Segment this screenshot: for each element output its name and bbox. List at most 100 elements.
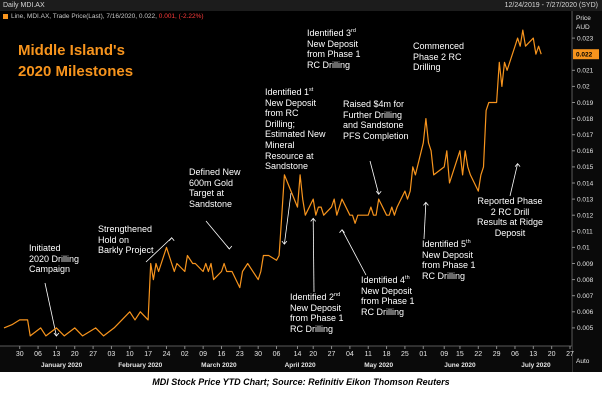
- y-axis-auto-label: Auto: [576, 358, 590, 365]
- chart-plot: 0.005 0.006 0.007 0.008 0.009 0.01 0.011 0.012 0…: [0, 11, 599, 372]
- annotation-line: Sandstone: [189, 198, 233, 209]
- y-tick-label: 0.007: [577, 293, 594, 300]
- x-tick-label: 27: [566, 351, 574, 358]
- annotation-line: Identified 5th: [422, 239, 476, 250]
- x-tick-label: 27: [89, 351, 97, 358]
- price-series-line: [3, 29, 542, 337]
- annotation-line: 2020 Drilling: [29, 253, 80, 264]
- annotation-leader-line: [341, 229, 367, 276]
- x-axis-panel: [0, 346, 572, 372]
- annotation-leader-line: [283, 192, 292, 245]
- x-tick-label: 09: [199, 351, 207, 358]
- annotation-raised-funds: Raised $4m for Further Drilling and Sand…: [343, 99, 409, 141]
- stock-chart: 0.005 0.006 0.007 0.008 0.009 0.01 0.011 0.012 0…: [0, 0, 602, 372]
- annotation-line: RC Drilling: [290, 323, 334, 334]
- x-tick-label: 06: [511, 351, 519, 358]
- x-tick-label: 11: [365, 351, 372, 358]
- x-tick-label: 01: [419, 351, 427, 358]
- x-tick-label: 20: [71, 351, 79, 358]
- x-month-label: April 2020: [285, 362, 316, 369]
- y-axis-title-price: Price: [576, 15, 591, 22]
- y-tick-label: 0.01: [577, 245, 590, 252]
- annotation-text: Identified 1: [265, 87, 310, 97]
- annotation-arrowhead: [310, 217, 317, 222]
- annotation-line: from Phase 1: [290, 313, 344, 324]
- legend-change: 0.001, (-2.22%): [158, 13, 204, 20]
- annotation-line: RC Drilling: [307, 59, 351, 70]
- annotation-line: Results at Ridge: [477, 217, 544, 228]
- annotation-line: Commenced: [413, 41, 465, 51]
- x-tick-label: 30: [16, 351, 24, 358]
- annotation-leader-line: [44, 282, 57, 337]
- annotation-line: Identified 2nd: [290, 292, 344, 303]
- annotation-arrowhead: [281, 240, 288, 245]
- annotation-fourth-deposit: Identified 4th New Deposit from Phase 1 …: [361, 275, 415, 317]
- annotation-line: New Deposit: [307, 38, 359, 49]
- annotation-line: Target at: [189, 188, 225, 199]
- annotation-line: Further Drilling: [343, 109, 403, 120]
- y-tick-label: 0.011: [577, 229, 593, 236]
- annotation-line: Phase 2 RC: [413, 51, 462, 62]
- y-tick-label: 0.015: [577, 164, 594, 171]
- annotation-arrowhead: [339, 229, 345, 233]
- annotation-line: Resource at: [265, 150, 314, 161]
- x-tick-label: 30: [254, 351, 262, 358]
- chart-title-line-2: 2020 Milestones: [18, 63, 134, 80]
- x-tick-label: 18: [383, 351, 391, 358]
- x-tick-label: 20: [309, 351, 317, 358]
- annotation-line: from Phase 1: [361, 296, 415, 307]
- annotation-line: from RC: [265, 108, 299, 119]
- annotation-first-deposit: Identified 1st New Deposit from RC Drill…: [265, 87, 326, 172]
- annotation-line: from Phase 1: [307, 49, 361, 60]
- y-tick-label: 0.017: [577, 132, 594, 139]
- x-month-label: July 2020: [521, 362, 551, 369]
- annotation-superscript: th: [405, 275, 410, 281]
- y-tick-label: 0.009: [577, 261, 594, 268]
- annotation-line: from Phase 1: [422, 260, 476, 271]
- annotation-line: and Sandstone: [343, 120, 404, 131]
- x-tick-label: 24: [163, 351, 171, 358]
- annotation-second-deposit: Identified 2nd New Deposit from Phase 1 …: [290, 292, 344, 334]
- legend-text: Line, MDI.AX, Trade Price(Last), 7/16/20…: [11, 13, 157, 20]
- y-tick-label: 0.019: [577, 100, 594, 107]
- annotation-text: Identified 5: [422, 239, 467, 249]
- annotation-line: Sandstone: [265, 161, 309, 172]
- annotation-line: Raised $4m for: [343, 99, 405, 109]
- y-tick-label: 0.02: [577, 84, 590, 91]
- annotation-line: Deposit: [494, 227, 526, 238]
- x-tick-label: 17: [144, 351, 152, 358]
- annotation-line: Defined New: [189, 167, 241, 177]
- x-tick-label: 04: [346, 351, 354, 358]
- x-tick-label: 14: [294, 351, 302, 358]
- x-tick-label: 25: [401, 351, 409, 358]
- chart-title-line-1: Middle Island's: [18, 42, 125, 59]
- annotation-arrowhead: [53, 332, 60, 337]
- figure-caption: MDI Stock Price YTD Chart; Source: Refin…: [152, 377, 450, 387]
- annotation-superscript: nd: [334, 292, 341, 298]
- annotation-line: Drilling;: [265, 118, 296, 129]
- annotation-superscript: rd: [351, 28, 356, 34]
- x-tick-label: 15: [456, 351, 464, 358]
- y-tick-label: 0.008: [577, 277, 594, 284]
- y-tick-label: 0.018: [577, 116, 594, 123]
- annotation-defined-gold-target: Defined New 600m Gold Target at Sandston…: [189, 167, 241, 209]
- annotation-superscript: th: [466, 239, 471, 245]
- annotation-leader-line: [369, 160, 380, 195]
- x-tick-label: 13: [53, 351, 61, 358]
- x-tick-label: 13: [529, 351, 537, 358]
- annotation-line: Campaign: [29, 264, 71, 275]
- y-tick-label: 0.006: [577, 309, 594, 316]
- annotation-leader-line: [145, 237, 172, 263]
- annotation-phase2-results: Reported Phase 2 RC Drill Results at Rid…: [477, 196, 543, 238]
- annotation-line: Estimated New: [265, 129, 326, 140]
- last-value-tag: [573, 49, 599, 60]
- annotation-initiated-drilling: Initiated 2020 Drilling Campaign: [29, 243, 79, 275]
- annotation-line: 2 RC Drill: [490, 206, 530, 217]
- annotation-line: Barkly Project: [98, 245, 154, 256]
- x-month-label: June 2020: [444, 362, 476, 369]
- y-tick-label: 0.023: [577, 35, 594, 42]
- legend-swatch: [3, 13, 8, 19]
- annotation-line: New Deposit: [265, 97, 317, 108]
- annotation-line: Initiated: [29, 243, 61, 253]
- x-tick-label: 27: [328, 351, 336, 358]
